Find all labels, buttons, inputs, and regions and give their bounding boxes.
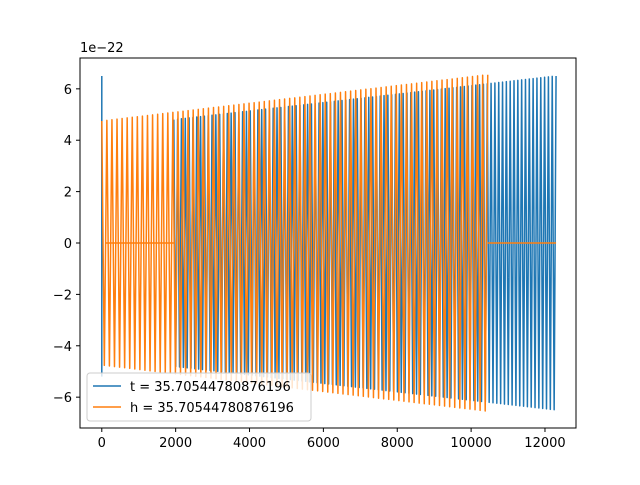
- series-1-segment-0: [101, 74, 489, 412]
- x-tick-label: 8000: [381, 436, 414, 451]
- y-axis: −6 −4 −2 0 2 4 6: [53, 83, 80, 406]
- legend-label-h: h = 35.70544780876196: [130, 401, 294, 416]
- y-tick-label: 0: [64, 237, 72, 252]
- legend: t = 35.70544780876196 h = 35.70544780876…: [86, 372, 312, 422]
- x-tick-label: 12000: [524, 436, 565, 451]
- x-tick-label: 4000: [233, 436, 266, 451]
- x-tick-label: 2000: [159, 436, 192, 451]
- series-1: [101, 74, 557, 412]
- y-offset-label: 1e−22: [80, 41, 124, 56]
- x-tick-label: 6000: [307, 436, 340, 451]
- y-tick-label: 6: [64, 83, 72, 98]
- y-tick-label: 2: [64, 186, 72, 201]
- y-tick-label: −4: [53, 340, 72, 355]
- series-layer: [101, 74, 557, 412]
- x-tick-label: 0: [98, 436, 106, 451]
- x-axis: 0 2000 4000 6000 8000 10000 12000: [98, 428, 566, 451]
- legend-label-t: t = 35.70544780876196: [130, 380, 291, 395]
- y-tick-label: 4: [64, 134, 72, 149]
- y-tick-label: −2: [53, 288, 72, 303]
- y-tick-label: −6: [53, 391, 72, 406]
- x-tick-label: 10000: [450, 436, 491, 451]
- legend-box: [86, 372, 312, 422]
